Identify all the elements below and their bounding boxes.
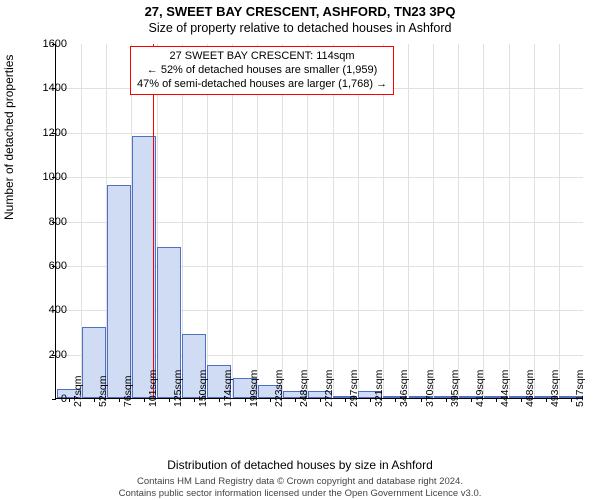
annotation-line: 47% of semi-detached houses are larger (… [137, 78, 387, 92]
gridline-v [257, 44, 258, 398]
footer-line: Contains public sector information licen… [0, 488, 600, 499]
annotation-line: ← 52% of detached houses are smaller (1,… [137, 64, 387, 78]
gridline-v [383, 44, 384, 398]
gridline-v [559, 44, 560, 398]
gridline-v [483, 44, 484, 398]
y-tick-label: 400 [27, 304, 67, 316]
reference-line [153, 44, 155, 398]
y-axis-label: Number of detached properties [2, 55, 16, 220]
gridline-v [408, 44, 409, 398]
x-axis-label: Distribution of detached houses by size … [0, 458, 600, 472]
page-subtitle: Size of property relative to detached ho… [8, 20, 592, 36]
page-title: 27, SWEET BAY CRESCENT, ASHFORD, TN23 3P… [8, 4, 592, 20]
chart-container: 27, SWEET BAY CRESCENT, ASHFORD, TN23 3P… [0, 0, 600, 500]
y-tick-label: 200 [27, 349, 67, 361]
gridline-v [232, 44, 233, 398]
annotation-box: 27 SWEET BAY CRESCENT: 114sqm ← 52% of d… [130, 46, 394, 95]
y-tick-label: 0 [27, 393, 67, 405]
gridline-v [509, 44, 510, 398]
gridline-v [534, 44, 535, 398]
histogram-bar [107, 185, 131, 398]
gridline-v [458, 44, 459, 398]
y-tick-label: 1200 [27, 127, 67, 139]
gridline-h [56, 133, 583, 134]
y-tick-label: 1400 [27, 82, 67, 94]
gridline-v [282, 44, 283, 398]
plot-area [55, 44, 583, 399]
footer-line: Contains HM Land Registry data © Crown c… [0, 476, 600, 487]
gridline-v [333, 44, 334, 398]
y-tick-label: 1000 [27, 171, 67, 183]
gridline-v [358, 44, 359, 398]
gridline-v [433, 44, 434, 398]
y-tick-label: 600 [27, 260, 67, 272]
annotation-line: 27 SWEET BAY CRESCENT: 114sqm [137, 50, 387, 64]
y-tick-label: 1600 [27, 38, 67, 50]
footer-text: Contains HM Land Registry data © Crown c… [0, 476, 600, 499]
y-tick-label: 800 [27, 216, 67, 228]
gridline-v [307, 44, 308, 398]
gridline-v [207, 44, 208, 398]
